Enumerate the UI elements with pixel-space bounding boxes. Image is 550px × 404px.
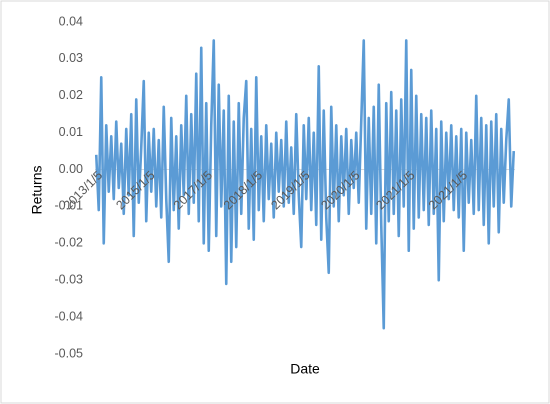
- y-tick-label: -0.02: [55, 236, 84, 250]
- y-tick-label: -0.01: [55, 199, 84, 213]
- y-tick-label: -0.03: [55, 273, 84, 287]
- y-tick-label: 0.02: [59, 88, 83, 102]
- returns-line: [94, 39, 516, 330]
- y-tick-label: 0.04: [59, 14, 83, 28]
- y-tick-label: 0.03: [59, 51, 83, 65]
- y-tick-label: 0.01: [59, 125, 83, 139]
- x-axis-title: Date: [290, 361, 320, 377]
- y-tick-label: -0.05: [55, 346, 84, 360]
- y-tick-label: -0.04: [55, 309, 84, 323]
- y-axis-title: Returns: [29, 165, 45, 214]
- y-tick-label: 0.00: [59, 162, 83, 176]
